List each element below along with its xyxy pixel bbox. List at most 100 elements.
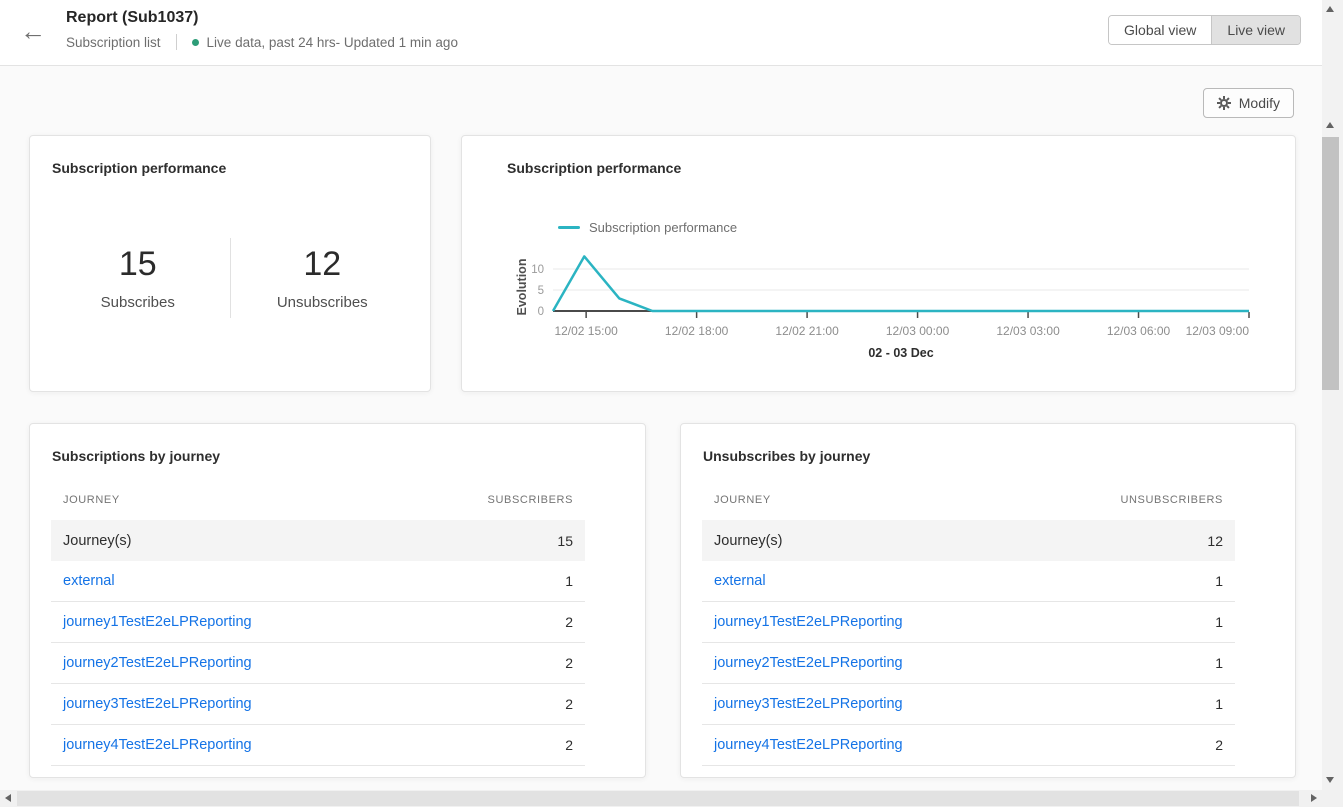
table-row: journey3TestE2eLPReporting 2 <box>51 684 585 725</box>
journey-link[interactable]: journey4TestE2eLPReporting <box>714 737 903 753</box>
card-title: Subscription performance <box>52 160 227 176</box>
svg-text:12/02 15:00: 12/02 15:00 <box>554 324 618 338</box>
svg-text:10: 10 <box>531 264 544 276</box>
table-header: JOURNEY SUBSCRIBERS <box>51 494 585 506</box>
legend-label: Subscription performance <box>589 220 738 235</box>
count-value: 2 <box>565 614 573 630</box>
modify-button-label: Modify <box>1238 95 1280 111</box>
table-row: journey2TestE2eLPReporting 1 <box>702 643 1235 684</box>
table-row: journey3TestE2eLPReporting 1 <box>702 684 1235 725</box>
journey-column-header: JOURNEY <box>63 494 120 506</box>
table-body: Journey(s) 15 external 1 journey1TestE2eLPRe… <box>51 520 585 766</box>
subheader-divider <box>175 34 177 50</box>
count-value: 15 <box>557 532 573 549</box>
journey-link[interactable]: external <box>714 573 766 589</box>
journey-total-label: Journey(s) <box>714 532 783 549</box>
svg-text:12/03 00:00: 12/03 00:00 <box>886 324 950 338</box>
journey-link[interactable]: journey1TestE2eLPReporting <box>63 614 252 630</box>
global-view-button[interactable]: Global view <box>1109 16 1212 44</box>
table-body: Journey(s) 12 external 1 journey1TestE2eLPRe… <box>702 520 1235 766</box>
count-value: 1 <box>1215 573 1223 589</box>
svg-text:0: 0 <box>538 306 544 318</box>
journey-link[interactable]: journey3TestE2eLPReporting <box>63 696 252 712</box>
subscribes-kpi: 15 Subscribes <box>46 245 230 311</box>
journey-link[interactable]: journey4TestE2eLPReporting <box>63 737 252 753</box>
journey-column-header: JOURNEY <box>714 494 771 506</box>
count-value: 1 <box>1215 696 1223 712</box>
unsubscribes-by-journey-card: Unsubscribes by journey JOURNEY UNSUBSCR… <box>680 423 1296 778</box>
svg-text:5: 5 <box>538 285 544 297</box>
scroll-up-arrow-icon[interactable] <box>1326 6 1334 12</box>
horizontal-scrollbar[interactable] <box>0 790 1322 807</box>
subscribes-label: Subscribes <box>100 294 175 311</box>
title-block: Report (Sub1037) Subscription list Live … <box>66 9 458 50</box>
count-value: 2 <box>1215 737 1223 753</box>
card-title: Subscription performance <box>507 160 682 176</box>
unsubscribes-label: Unsubscribes <box>276 294 368 311</box>
svg-text:12/03 09:00: 12/03 09:00 <box>1186 324 1250 338</box>
journey-link[interactable]: external <box>63 573 115 589</box>
back-arrow-icon[interactable]: ← <box>20 16 46 46</box>
count-value: 2 <box>565 655 573 671</box>
unsubscribes-value: 12 <box>303 245 342 283</box>
subscriptions-by-journey-card: Subscriptions by journey JOURNEY SUBSCRI… <box>29 423 646 778</box>
count-value: 2 <box>565 737 573 753</box>
card-title: Unsubscribes by journey <box>703 448 871 464</box>
unsubscribes-kpi: 12 Unsubscribes <box>231 245 415 311</box>
page-title: Report (Sub1037) <box>66 9 199 26</box>
card-title: Subscriptions by journey <box>52 448 221 464</box>
breadcrumb: Subscription list <box>66 34 161 50</box>
table-row: journey4TestE2eLPReporting 2 <box>702 725 1235 766</box>
gear-icon <box>1216 96 1231 110</box>
unsubscribers-column-header: UNSUBSCRIBERS <box>1120 494 1223 506</box>
window-edge <box>1339 0 1343 807</box>
journey-link[interactable]: journey3TestE2eLPReporting <box>714 696 903 712</box>
live-status-text: Live data, past 24 hrs- Updated 1 min ag… <box>206 34 458 50</box>
report-subheader: Subscription list Live data, past 24 hrs… <box>66 34 458 50</box>
evolution-line-chart: 0 5 10 12/02 15:00 12/02 18:00 12/02 21:00 12/… <box>531 255 1250 360</box>
subscribes-value: 15 <box>118 245 157 283</box>
scrollbar-corner <box>1322 790 1343 807</box>
chart-legend: Subscription performance <box>558 220 737 235</box>
count-value: 1 <box>1215 655 1223 671</box>
kpi-group: 15 Subscribes 12 Unsubscribes <box>46 238 414 318</box>
svg-text:12/02 21:00: 12/02 21:00 <box>775 324 839 338</box>
subscription-performance-kpi-card: Subscription performance 15 Subscribes 1… <box>29 135 431 392</box>
legend-line-swatch <box>558 226 580 229</box>
journey-total-label: Journey(s) <box>63 532 132 549</box>
table-row: journey4TestE2eLPReporting 2 <box>51 725 585 766</box>
scroll-left-arrow-icon[interactable] <box>5 794 11 802</box>
table-row: external 1 <box>51 561 585 602</box>
svg-text:02 - 03 Dec: 02 - 03 Dec <box>868 346 933 360</box>
journey-link[interactable]: journey2TestE2eLPReporting <box>63 655 252 671</box>
count-value: 12 <box>1207 532 1223 549</box>
svg-text:12/02 18:00: 12/02 18:00 <box>665 324 729 338</box>
table-row: journey1TestE2eLPReporting 1 <box>702 602 1235 643</box>
table-header: JOURNEY UNSUBSCRIBERS <box>702 494 1235 506</box>
vertical-scrollbar[interactable] <box>1322 0 1339 790</box>
svg-text:12/03 06:00: 12/03 06:00 <box>1107 324 1171 338</box>
table-row: Journey(s) 15 <box>51 520 585 561</box>
count-value: 1 <box>1215 614 1223 630</box>
live-view-button[interactable]: Live view <box>1211 16 1300 44</box>
journey-link[interactable]: journey1TestE2eLPReporting <box>714 614 903 630</box>
horizontal-scrollbar-thumb[interactable] <box>17 791 1299 806</box>
count-value: 1 <box>565 573 573 589</box>
scroll-right-arrow-icon[interactable] <box>1311 794 1317 802</box>
subscribers-column-header: SUBSCRIBERS <box>487 494 573 506</box>
table-row: external 1 <box>702 561 1235 602</box>
table-row: journey1TestE2eLPReporting 2 <box>51 602 585 643</box>
svg-text:12/03 03:00: 12/03 03:00 <box>996 324 1060 338</box>
kpi-divider <box>229 238 231 318</box>
app-header: ← Report (Sub1037) Subscription list Liv… <box>0 0 1343 66</box>
live-status-dot <box>191 38 199 46</box>
panel-scroll-up-arrow-icon[interactable] <box>1326 122 1334 128</box>
view-toggle: Global view Live view <box>1108 15 1301 45</box>
vertical-scrollbar-thumb[interactable] <box>1322 137 1339 390</box>
modify-button[interactable]: Modify <box>1202 88 1294 118</box>
count-value: 2 <box>565 696 573 712</box>
journey-link[interactable]: journey2TestE2eLPReporting <box>714 655 903 671</box>
scroll-down-arrow-icon[interactable] <box>1326 777 1334 783</box>
subscription-performance-chart-card: Subscription performance Subscription pe… <box>461 135 1296 392</box>
